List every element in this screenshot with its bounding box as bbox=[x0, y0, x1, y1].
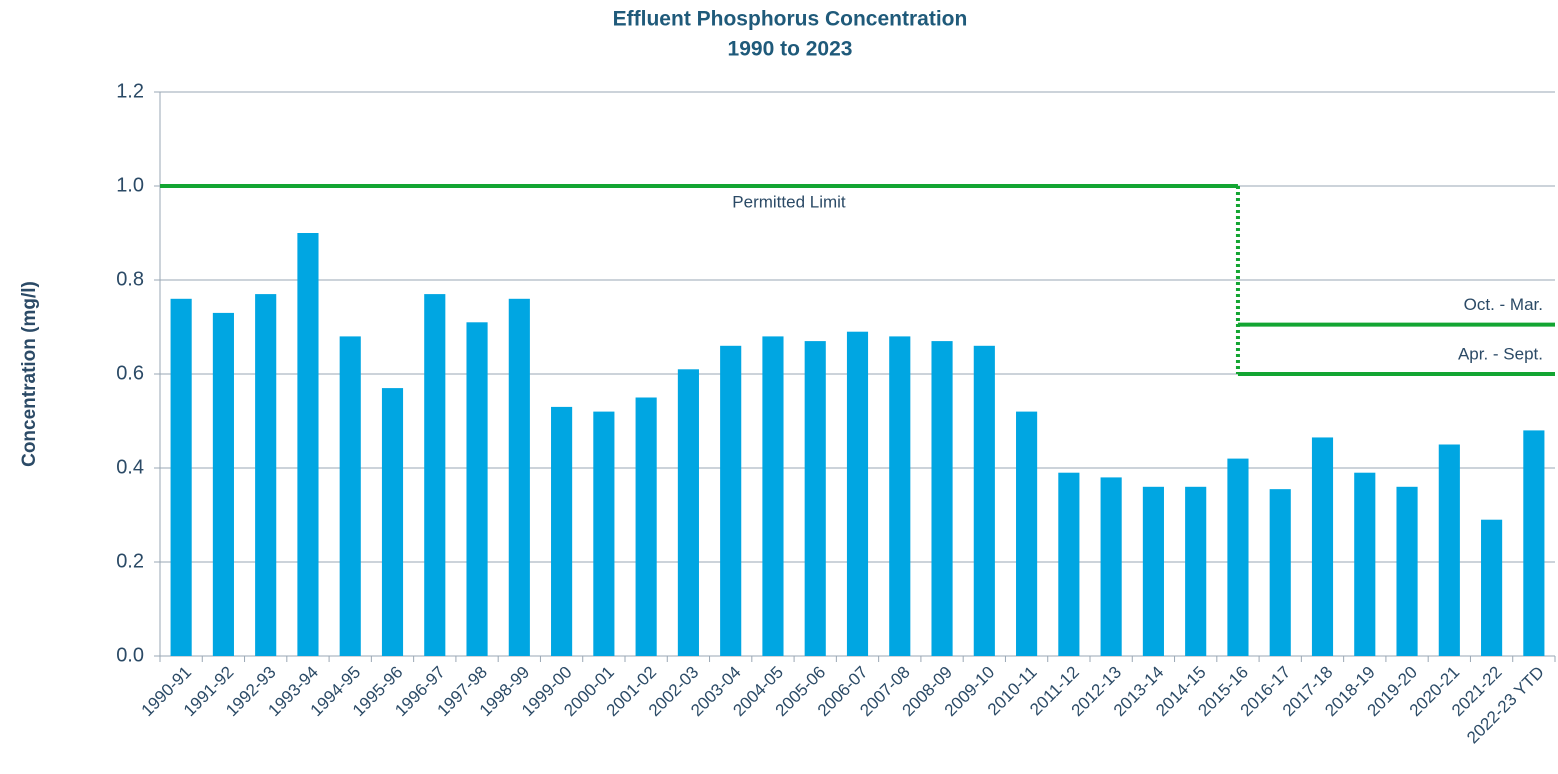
bar bbox=[466, 322, 488, 656]
bar bbox=[1523, 430, 1545, 656]
limit-label: Apr. - Sept. bbox=[1458, 344, 1543, 363]
y-tick-label: 0.4 bbox=[116, 456, 144, 478]
bar bbox=[973, 345, 995, 656]
bar bbox=[762, 336, 784, 656]
limit-label: Permitted Limit bbox=[732, 192, 846, 211]
bar bbox=[381, 388, 404, 656]
bar bbox=[804, 341, 826, 656]
bar bbox=[1269, 489, 1291, 656]
bar bbox=[1481, 519, 1503, 656]
bar bbox=[1354, 472, 1376, 656]
bar bbox=[339, 336, 361, 656]
bar bbox=[720, 345, 742, 656]
bar bbox=[1438, 444, 1460, 656]
bar bbox=[255, 294, 277, 656]
bar bbox=[1396, 486, 1418, 656]
bar bbox=[931, 341, 953, 656]
bar bbox=[297, 233, 319, 656]
limit-label: Oct. - Mar. bbox=[1464, 295, 1543, 314]
y-tick-label: 0.2 bbox=[116, 550, 144, 572]
bar bbox=[889, 336, 911, 656]
bar bbox=[1142, 486, 1164, 656]
y-tick-label: 0.8 bbox=[116, 268, 144, 290]
bar bbox=[212, 312, 234, 656]
chart-title: Effluent Phosphorus Concentration bbox=[613, 8, 968, 31]
bar bbox=[1227, 458, 1249, 656]
y-tick-label: 0.0 bbox=[116, 644, 144, 666]
bar bbox=[1311, 437, 1334, 656]
y-tick-label: 0.6 bbox=[116, 362, 144, 384]
bar bbox=[170, 298, 192, 656]
bar bbox=[1058, 472, 1080, 656]
bar bbox=[1185, 486, 1207, 656]
bar bbox=[1100, 477, 1122, 656]
bar bbox=[424, 294, 446, 656]
bar bbox=[508, 298, 530, 656]
bar bbox=[593, 411, 615, 656]
y-axis-label: Concentration (mg/l) bbox=[19, 281, 40, 467]
bar bbox=[677, 369, 699, 656]
bar bbox=[551, 406, 573, 656]
y-tick-label: 1.0 bbox=[116, 174, 144, 196]
chart-subtitle: 1990 to 2023 bbox=[728, 38, 853, 61]
bar bbox=[635, 397, 657, 656]
bar bbox=[846, 331, 869, 656]
bar bbox=[1016, 411, 1038, 656]
y-tick-label: 1.2 bbox=[116, 80, 144, 102]
